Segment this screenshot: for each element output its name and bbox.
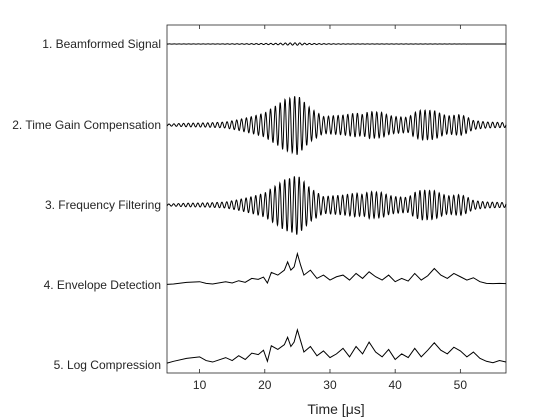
trace-3 xyxy=(166,176,507,235)
trace-5 xyxy=(166,327,507,364)
trace-2 xyxy=(166,96,507,155)
ticks-group: 10 20 30 40 50 xyxy=(193,25,467,392)
trace-1 xyxy=(167,42,507,46)
row-label-3: 3. Frequency Filtering xyxy=(45,198,161,212)
x-tick-label: 30 xyxy=(323,378,337,392)
row-labels-group: 1. Beamformed Signal 2. Time Gain Compens… xyxy=(12,37,161,372)
row-label-2: 2. Time Gain Compensation xyxy=(12,118,161,132)
x-axis-label: Time [μs] xyxy=(307,401,364,417)
x-tick-label: 20 xyxy=(258,378,272,392)
traces-group xyxy=(166,42,507,364)
row-label-5: 5. Log Compression xyxy=(54,358,161,372)
row-label-1: 1. Beamformed Signal xyxy=(42,37,161,51)
x-tick-label: 50 xyxy=(454,378,468,392)
x-tick-label: 40 xyxy=(388,378,402,392)
x-tick-label: 10 xyxy=(193,378,207,392)
plot-area xyxy=(166,24,507,374)
trace-4 xyxy=(166,251,507,285)
row-label-4: 4. Envelope Detection xyxy=(44,278,161,292)
